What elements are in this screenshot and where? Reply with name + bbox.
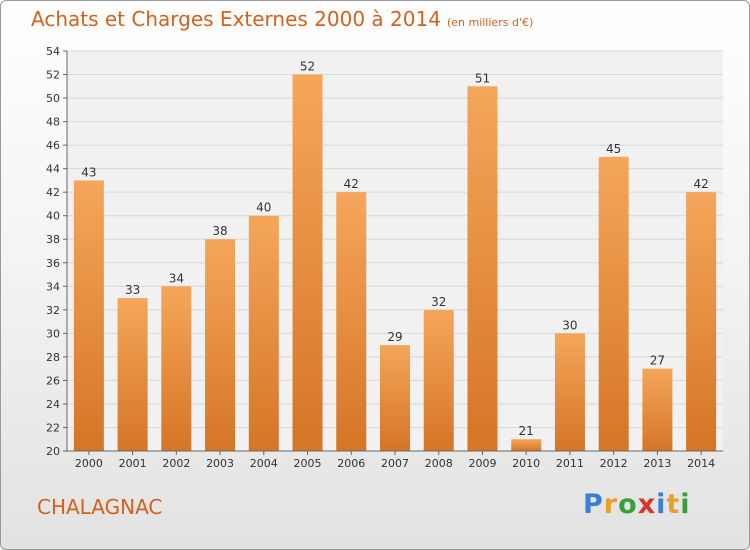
chart-title: Achats et Charges Externes 2000 à 2014 (e…	[31, 7, 533, 31]
data-label-2010: 21	[519, 424, 534, 438]
place-name: CHALAGNAC	[37, 495, 163, 519]
x-tick-label-2005: 2005	[294, 457, 322, 470]
chart-title-text: Achats et Charges Externes 2000 à 2014	[31, 7, 441, 31]
bar-2013	[642, 368, 673, 451]
x-tick-label-2009: 2009	[468, 457, 496, 470]
logo-letter: o	[618, 489, 638, 520]
bar-2003	[205, 239, 236, 451]
bar-2006	[336, 192, 367, 452]
y-tick-label: 52	[46, 69, 60, 82]
data-label-2008: 32	[431, 295, 446, 309]
y-tick-label: 38	[46, 233, 60, 246]
data-label-2004: 40	[256, 201, 271, 215]
y-tick-label: 32	[46, 304, 60, 317]
x-tick-label-2006: 2006	[337, 457, 365, 470]
x-tick-label-2013: 2013	[643, 457, 671, 470]
data-label-2005: 52	[300, 60, 315, 74]
bars	[73, 74, 717, 452]
data-label-2012: 45	[606, 142, 621, 156]
logo-letter: x	[637, 489, 657, 520]
proxiti-logo: Proxiti	[583, 489, 691, 520]
y-tick-label: 34	[46, 280, 60, 293]
x-tick-label-2004: 2004	[250, 457, 278, 470]
bar-2012	[598, 156, 629, 451]
x-tick-label-2007: 2007	[381, 457, 409, 470]
bar-2004	[248, 215, 279, 451]
data-label-2011: 30	[562, 318, 577, 332]
data-label-2002: 34	[169, 271, 184, 285]
y-tick-label: 54	[46, 45, 60, 58]
labels: 20 22 24 26 28 30 32 34 36 38 40 42 44 46 48 50 52 54 43 20…	[46, 45, 715, 470]
data-label-2006: 42	[344, 177, 359, 191]
y-tick-label: 36	[46, 257, 60, 270]
x-tick-label-2011: 2011	[556, 457, 584, 470]
bar-2009	[467, 86, 498, 451]
logo-letter: i	[656, 489, 667, 520]
bar-2000	[73, 180, 104, 452]
y-tick-label: 20	[46, 445, 60, 458]
x-tick-label-2010: 2010	[512, 457, 540, 470]
y-tick-label: 42	[46, 186, 60, 199]
data-label-2001: 33	[125, 283, 140, 297]
y-tick-label: 26	[46, 374, 60, 387]
data-label-2003: 38	[212, 224, 227, 238]
y-tick-label: 48	[46, 116, 60, 129]
x-tick-label-2008: 2008	[425, 457, 453, 470]
y-tick-label: 40	[46, 210, 60, 223]
data-label-2000: 43	[81, 165, 96, 179]
y-tick-label: 28	[46, 351, 60, 364]
bar-2002	[161, 286, 192, 451]
logo-letter: t	[666, 489, 681, 520]
bar-2007	[380, 345, 410, 451]
bar-2010	[511, 439, 542, 451]
data-label-2014: 42	[693, 177, 708, 191]
logo-letter: r	[603, 489, 619, 520]
y-tick-label: 46	[46, 139, 60, 152]
x-tick-label-2014: 2014	[687, 457, 715, 470]
bar-2008	[423, 309, 454, 451]
bar-2014	[686, 192, 717, 452]
x-tick-label-2012: 2012	[600, 457, 628, 470]
axes	[63, 50, 723, 455]
bar-2001	[117, 298, 148, 451]
data-label-2009: 51	[475, 71, 490, 85]
y-tick-label: 44	[46, 163, 60, 176]
x-tick-label-2002: 2002	[162, 457, 190, 470]
chart-unit-note: (en milliers d'€)	[446, 16, 534, 29]
x-tick-label-2000: 2000	[75, 457, 103, 470]
data-label-2013: 27	[650, 354, 665, 368]
logo-letter: P	[583, 489, 604, 520]
y-tick-label: 50	[46, 92, 60, 105]
data-label-2007: 29	[387, 330, 402, 344]
logo-letter: i	[680, 489, 691, 520]
bar-2011	[554, 333, 585, 451]
y-tick-label: 22	[46, 421, 60, 434]
bar-2005	[292, 74, 323, 451]
y-tick-label: 30	[46, 327, 60, 340]
x-tick-label-2001: 2001	[119, 457, 147, 470]
y-tick-label: 24	[46, 398, 60, 411]
x-tick-label-2003: 2003	[206, 457, 234, 470]
